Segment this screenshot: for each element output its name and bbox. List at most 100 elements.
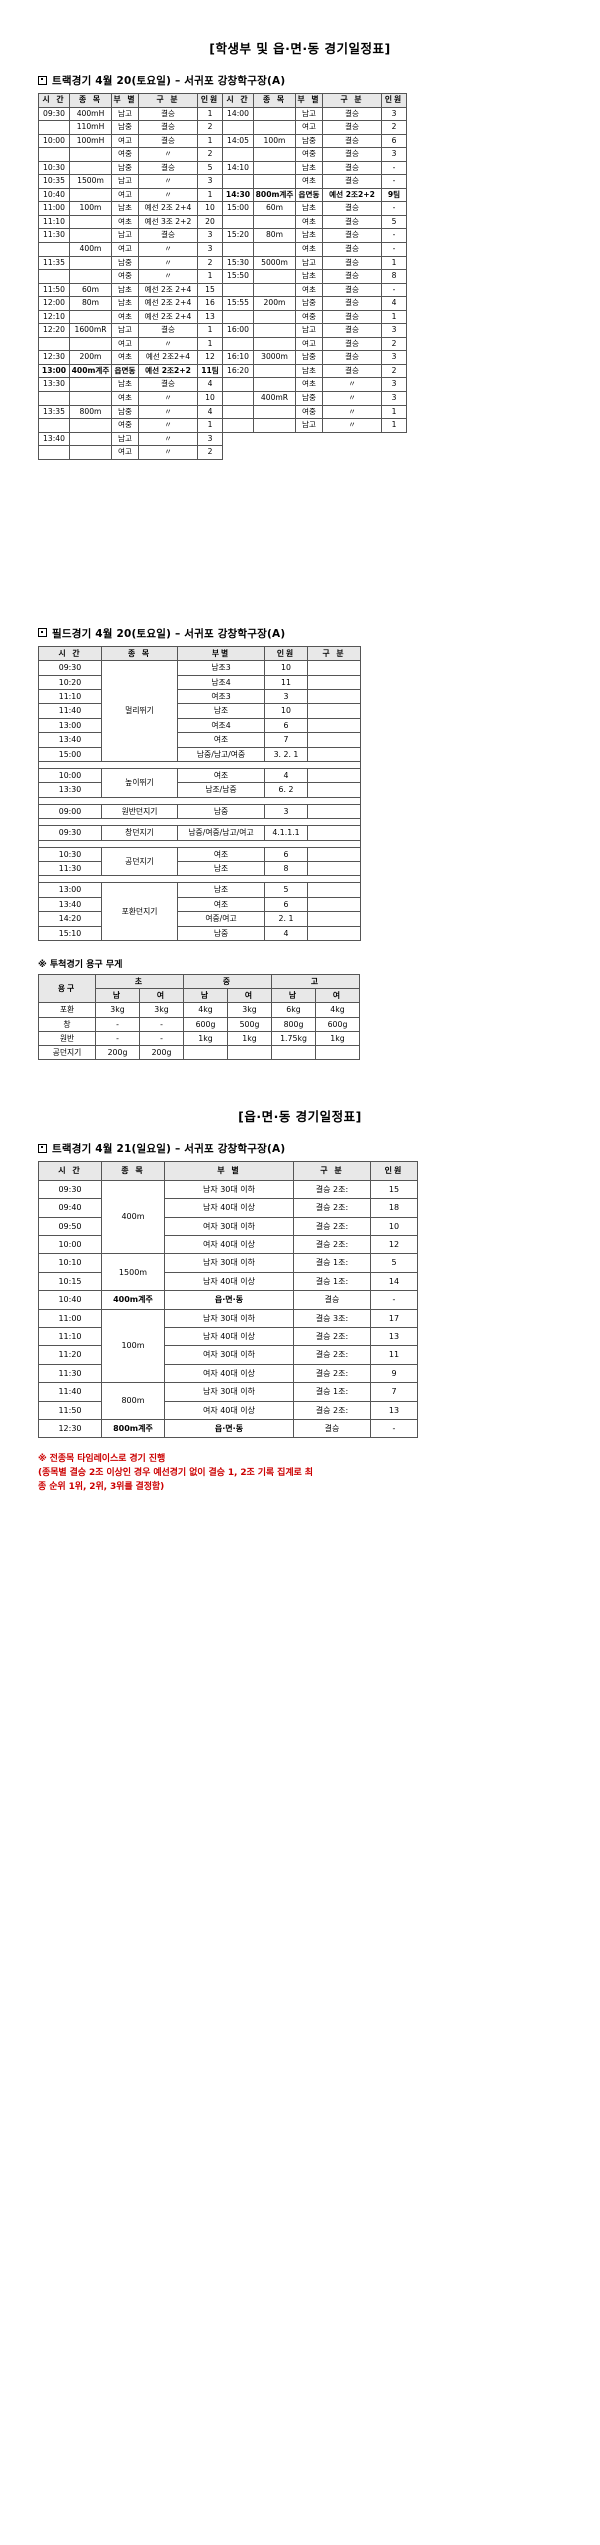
table-cell: 400m계주: [69, 363, 112, 379]
table-cell: 09:50: [38, 1216, 102, 1236]
field-event-name: 원반던지기: [101, 803, 178, 820]
table-cell: 13: [370, 1326, 418, 1347]
track-day2-table: 시 간 종 목 부 별 구 분 인원 09:30 400m 남자 30대 이하 결승 …: [38, 1161, 418, 1439]
table-cell: 12:10: [38, 309, 70, 325]
table-row: 12:00 80m 남초 예선 2조 2+4 16: [38, 296, 223, 311]
table-cell: 남초: [295, 269, 323, 284]
table-cell: 원반: [38, 1030, 96, 1047]
table-cell: [307, 717, 361, 734]
table-cell: 여중: [111, 147, 139, 162]
table-cell: 15:55: [222, 296, 254, 311]
table-row: 남고 〃 1: [222, 418, 407, 433]
table-header-row: 시 간 종 목 부별 인원 구 분: [38, 645, 361, 662]
page-title-day1: [학생부 및 읍·면·동 경기일정표]: [209, 41, 391, 56]
table-cell: 4.1.1.1: [264, 825, 308, 841]
day2-event-name: 1500m: [101, 1253, 165, 1292]
table-cell: 결승: [322, 160, 382, 176]
section-heading-field-day1: 필드경기 4월 20(토요일) – 서귀포 강창학구장(A): [38, 626, 600, 641]
table-row: 12:10 여초 예선 2조 2+4 13: [38, 309, 223, 325]
table-row: 13:40 여조 6: [38, 896, 361, 913]
table-row: 10:35 1500m 남고 〃 3: [38, 174, 223, 189]
table-cell: [222, 418, 254, 433]
table-cell: [307, 911, 361, 927]
table-cell: 4kg: [183, 1002, 228, 1018]
table-row: 13:30 남초 결승 4: [38, 377, 223, 393]
table-group-spacer: [38, 818, 361, 826]
table-cell: [38, 445, 70, 460]
table-cell: 남초: [111, 282, 139, 298]
table-row: 14:00 남고 결승 3: [222, 106, 407, 122]
table-cell: 남중: [111, 120, 139, 135]
table-row: 400mR 남중 〃 3: [222, 391, 407, 406]
table-cell: 5: [197, 160, 223, 176]
table-cell: [69, 336, 112, 352]
table-cell: 09:30: [38, 1179, 102, 1200]
col-class: 구 분: [293, 1161, 371, 1181]
table-cell: 〃: [138, 445, 198, 460]
table-cell: 결승: [322, 336, 382, 352]
table-cell: 10:30: [38, 846, 102, 863]
table-cell: 110mH: [69, 120, 112, 135]
col-event: 종 목: [69, 93, 112, 108]
table-cell: 11팀: [197, 363, 223, 379]
table-cell: 15: [197, 282, 223, 298]
col-division: 부 별: [295, 93, 323, 108]
table-cell: 여중: [295, 404, 323, 420]
table-cell: 〃: [138, 431, 198, 447]
table-cell: 여조4: [177, 717, 265, 734]
col-high-female: 여: [315, 988, 360, 1004]
table-cell: [307, 688, 361, 705]
table-cell: 여조: [177, 846, 265, 863]
table-cell: 3: [381, 350, 407, 365]
table-row: 10:40 여고 〃 1: [38, 187, 223, 203]
table-cell: [253, 120, 296, 135]
table-cell: 결승: [322, 296, 382, 311]
spacer-cell: [38, 797, 361, 805]
table-cell: 100m: [253, 133, 296, 149]
table-cell: 14:20: [38, 911, 102, 927]
table-cell: [222, 336, 254, 352]
table-cell: 남중: [111, 160, 139, 176]
table-cell: 읍면동: [111, 363, 139, 379]
table-cell: 6: [264, 896, 308, 913]
table-cell: 여중: [111, 418, 139, 433]
table-cell: 1: [381, 255, 407, 271]
table-cell: 여중/여고: [177, 911, 265, 927]
table-cell: [69, 147, 112, 162]
table-cell: 3kg: [139, 1002, 184, 1018]
table-cell: 2. 1: [264, 911, 308, 927]
table-cell: 11: [264, 674, 308, 690]
table-cell: 10: [370, 1216, 418, 1236]
table-cell: [69, 391, 112, 406]
table-cell: [69, 309, 112, 325]
day2-event-name: 100m: [101, 1308, 165, 1384]
table-cell: 결승: [138, 160, 198, 176]
table-cell: 여초: [295, 242, 323, 257]
table-cell: 6kg: [271, 1002, 316, 1018]
table-row: 10:30 공던지기 여조 6: [38, 846, 361, 877]
table-cell: 10:15: [38, 1271, 102, 1292]
table-cell: 예선 2조 2+4: [138, 309, 198, 325]
table-cell: 여자 30대 이하: [164, 1216, 294, 1236]
col-division: 부 별: [164, 1161, 294, 1181]
table-cell: 〃: [322, 391, 382, 406]
table-cell: 2: [381, 336, 407, 352]
table-cell: 09:30: [38, 825, 102, 841]
table-cell: -: [381, 160, 407, 176]
table-cell: 3: [381, 147, 407, 162]
table-row: 10:00 여자 40대 이상 결승 2조: 12: [38, 1234, 418, 1255]
table-cell: 여초: [111, 350, 139, 365]
table-cell: 1: [197, 336, 223, 352]
table-cell: [253, 147, 296, 162]
table-cell: 예선 2조 2+4: [138, 296, 198, 311]
table-cell: 2: [197, 147, 223, 162]
table-cell: 3: [264, 688, 308, 705]
table-row: 09:30 창던지기 남중/여중/남고/여고 4.1.1.1: [38, 825, 361, 841]
field-event-name: 멀리뛰기: [101, 660, 178, 763]
track-day1-right-table: 시 간 종 목 부 별 구 분 인원 14:00 남고 결승 3 여고 결승 2 14:05 1…: [222, 93, 407, 433]
table-row: 10:30 남중 결승 5: [38, 160, 223, 176]
table-row: 10:15 남자 40대 이상 결승 1조: 14: [38, 1271, 418, 1292]
table-cell: 15:20: [222, 228, 254, 243]
table-row: 15:10 남중 4: [38, 925, 361, 942]
